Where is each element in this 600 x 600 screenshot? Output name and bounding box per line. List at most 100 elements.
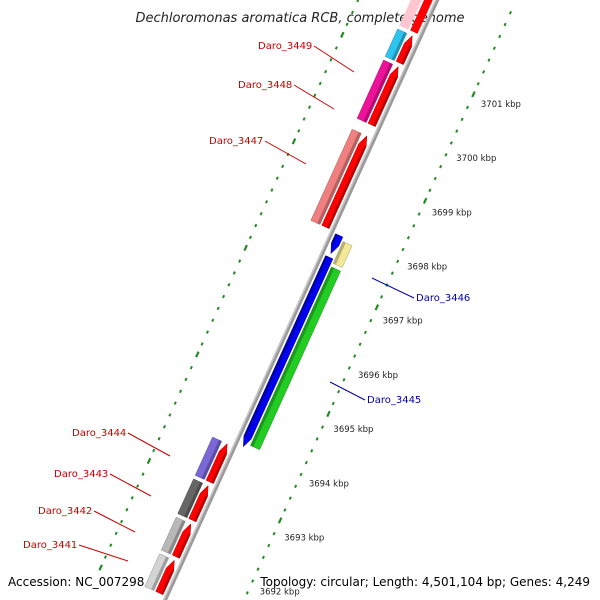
- leader-line-Daro_3441: [78, 544, 129, 562]
- gene-label-Daro_3441: Daro_3441: [23, 540, 77, 551]
- tick-dot-inner: [422, 197, 428, 204]
- tick-dot-outer: [125, 507, 129, 512]
- tick-dot-inner: [449, 141, 453, 145]
- tick-dot-inner: [299, 472, 303, 477]
- tick-dot-outer: [254, 223, 258, 228]
- tick-label: 3697 kbp: [383, 317, 423, 327]
- tick-dot-inner: [412, 224, 416, 228]
- tick-dot-inner: [358, 342, 362, 347]
- tick-dot-outer: [157, 436, 161, 441]
- leader-line-Daro_3447: [264, 140, 307, 165]
- tick-dot-outer: [302, 117, 306, 121]
- tick-dot-inner: [331, 401, 335, 406]
- gene-box-shadow: [151, 556, 169, 591]
- tick-dot-outer: [141, 472, 145, 476]
- tick-dot-inner: [267, 543, 271, 548]
- leader-line-Daro_3443: [109, 473, 152, 497]
- tick-dot-outer: [259, 211, 263, 216]
- tick-dot-inner: [363, 330, 367, 335]
- tick-label: 3701 kbp: [481, 100, 521, 110]
- tick-dot-outer: [205, 330, 209, 334]
- tick-dot-inner: [380, 295, 384, 299]
- gene-box-shadow: [184, 481, 203, 518]
- tick-dot-inner: [315, 437, 319, 441]
- tick-label: 3698 kbp: [407, 263, 447, 273]
- tick-dot-outer: [227, 282, 231, 287]
- tick-dot-outer: [222, 294, 226, 299]
- tick-dot-inner: [471, 91, 476, 98]
- gene-box-Daro_3444: [194, 436, 222, 480]
- tick-label: 3692 kbp: [260, 588, 300, 598]
- tick-dot-outer: [120, 519, 124, 524]
- tick-labels: 3692 kbp 3693 kbp 3694 kbp 3695 kbp 3696 kbp…: [260, 100, 521, 598]
- tick-dot-outer: [334, 46, 338, 50]
- gene-label-Daro_3446: Daro_3446: [416, 293, 470, 304]
- cds-arrow-offscreen: [410, 0, 433, 34]
- tick-dot-inner: [272, 531, 276, 536]
- tick-dot-inner: [294, 484, 298, 489]
- gene-box-shadow: [167, 520, 186, 555]
- cds-arrow-shadow: [401, 45, 412, 65]
- cds-arrow-shadow: [331, 233, 338, 244]
- tick-dot-inner: [261, 555, 265, 560]
- tick-dot-outer: [307, 105, 312, 109]
- cds-arrow-shadow: [177, 533, 191, 559]
- leader-line-Daro_3449: [313, 45, 355, 73]
- gene-label-Daro_3448: Daro_3448: [238, 80, 292, 91]
- tick-dot-outer: [318, 81, 322, 86]
- tick-dot-outer: [281, 164, 285, 169]
- gene-label-Daro_3442: Daro_3442: [38, 506, 92, 517]
- cds-arrow-shadow: [211, 453, 227, 484]
- tick-dot-outer: [173, 401, 177, 405]
- tick-dot-inner: [406, 235, 410, 240]
- tick-dot-inner: [444, 153, 448, 157]
- tick-dot-outer: [232, 271, 236, 275]
- tick-dot-inner: [277, 517, 283, 524]
- tick-label: 3695 kbp: [333, 425, 373, 435]
- tick-dot-inner: [304, 460, 308, 465]
- map-title: Dechloromonas aromatica RCB, complete ge…: [135, 11, 464, 26]
- gene-box-offscreen: [399, 0, 422, 30]
- cds-arrow-shadow: [160, 569, 174, 595]
- cds-arrow-shadow: [373, 76, 398, 127]
- backbone-highlight: [162, 0, 437, 600]
- leader-line-Daro_3448: [293, 84, 335, 110]
- tick-dot-inner: [401, 247, 405, 252]
- tick-label: 3694 kbp: [309, 479, 349, 489]
- gene-label-Daro_3445: Daro_3445: [367, 395, 421, 406]
- tick-dot-outer: [248, 235, 252, 240]
- tick-dot-outer: [356, 0, 360, 3]
- cds-arrow-shadow: [193, 495, 208, 522]
- cds-arrow-Daro_3445: [243, 255, 334, 448]
- gene-label-Daro_3443: Daro_3443: [54, 469, 108, 480]
- tick-dot-outer: [270, 188, 274, 192]
- tick-dot-inner: [347, 366, 351, 370]
- leader-line-Daro_3442: [93, 510, 136, 533]
- tick-dot-outer: [243, 244, 248, 252]
- tick-dot-inner: [417, 212, 421, 216]
- tick-dot-inner: [476, 81, 480, 86]
- tick-dot-outer: [340, 31, 345, 38]
- tick-dot-inner: [508, 10, 512, 15]
- tick-dot-inner: [390, 271, 394, 275]
- tick-dot-outer: [114, 531, 118, 536]
- tick-dot-inner: [245, 591, 249, 595]
- tick-dot-outer: [189, 365, 193, 370]
- tick-dot-outer: [216, 306, 220, 311]
- tick-dot-inner: [487, 58, 491, 62]
- tick-dot-inner: [353, 354, 357, 358]
- topology-summary-text: Topology: circular; Length: 4,501,104 bp…: [259, 575, 590, 589]
- tick-dot-outer: [109, 543, 113, 547]
- gene-box-shadow: [201, 439, 222, 480]
- cds-arrow-shadow: [326, 145, 367, 229]
- tick-dot-inner: [320, 425, 325, 429]
- tick-dot-inner: [369, 318, 373, 323]
- tick-dot-inner: [374, 304, 380, 311]
- tick-dot-inner: [310, 449, 314, 453]
- cds-arrow-shadow: [243, 255, 328, 437]
- gene-box-shadow: [250, 267, 335, 447]
- tick-label: 3700 kbp: [456, 154, 496, 164]
- tick-dot-outer: [168, 413, 172, 417]
- tick-dot-outer: [152, 448, 156, 453]
